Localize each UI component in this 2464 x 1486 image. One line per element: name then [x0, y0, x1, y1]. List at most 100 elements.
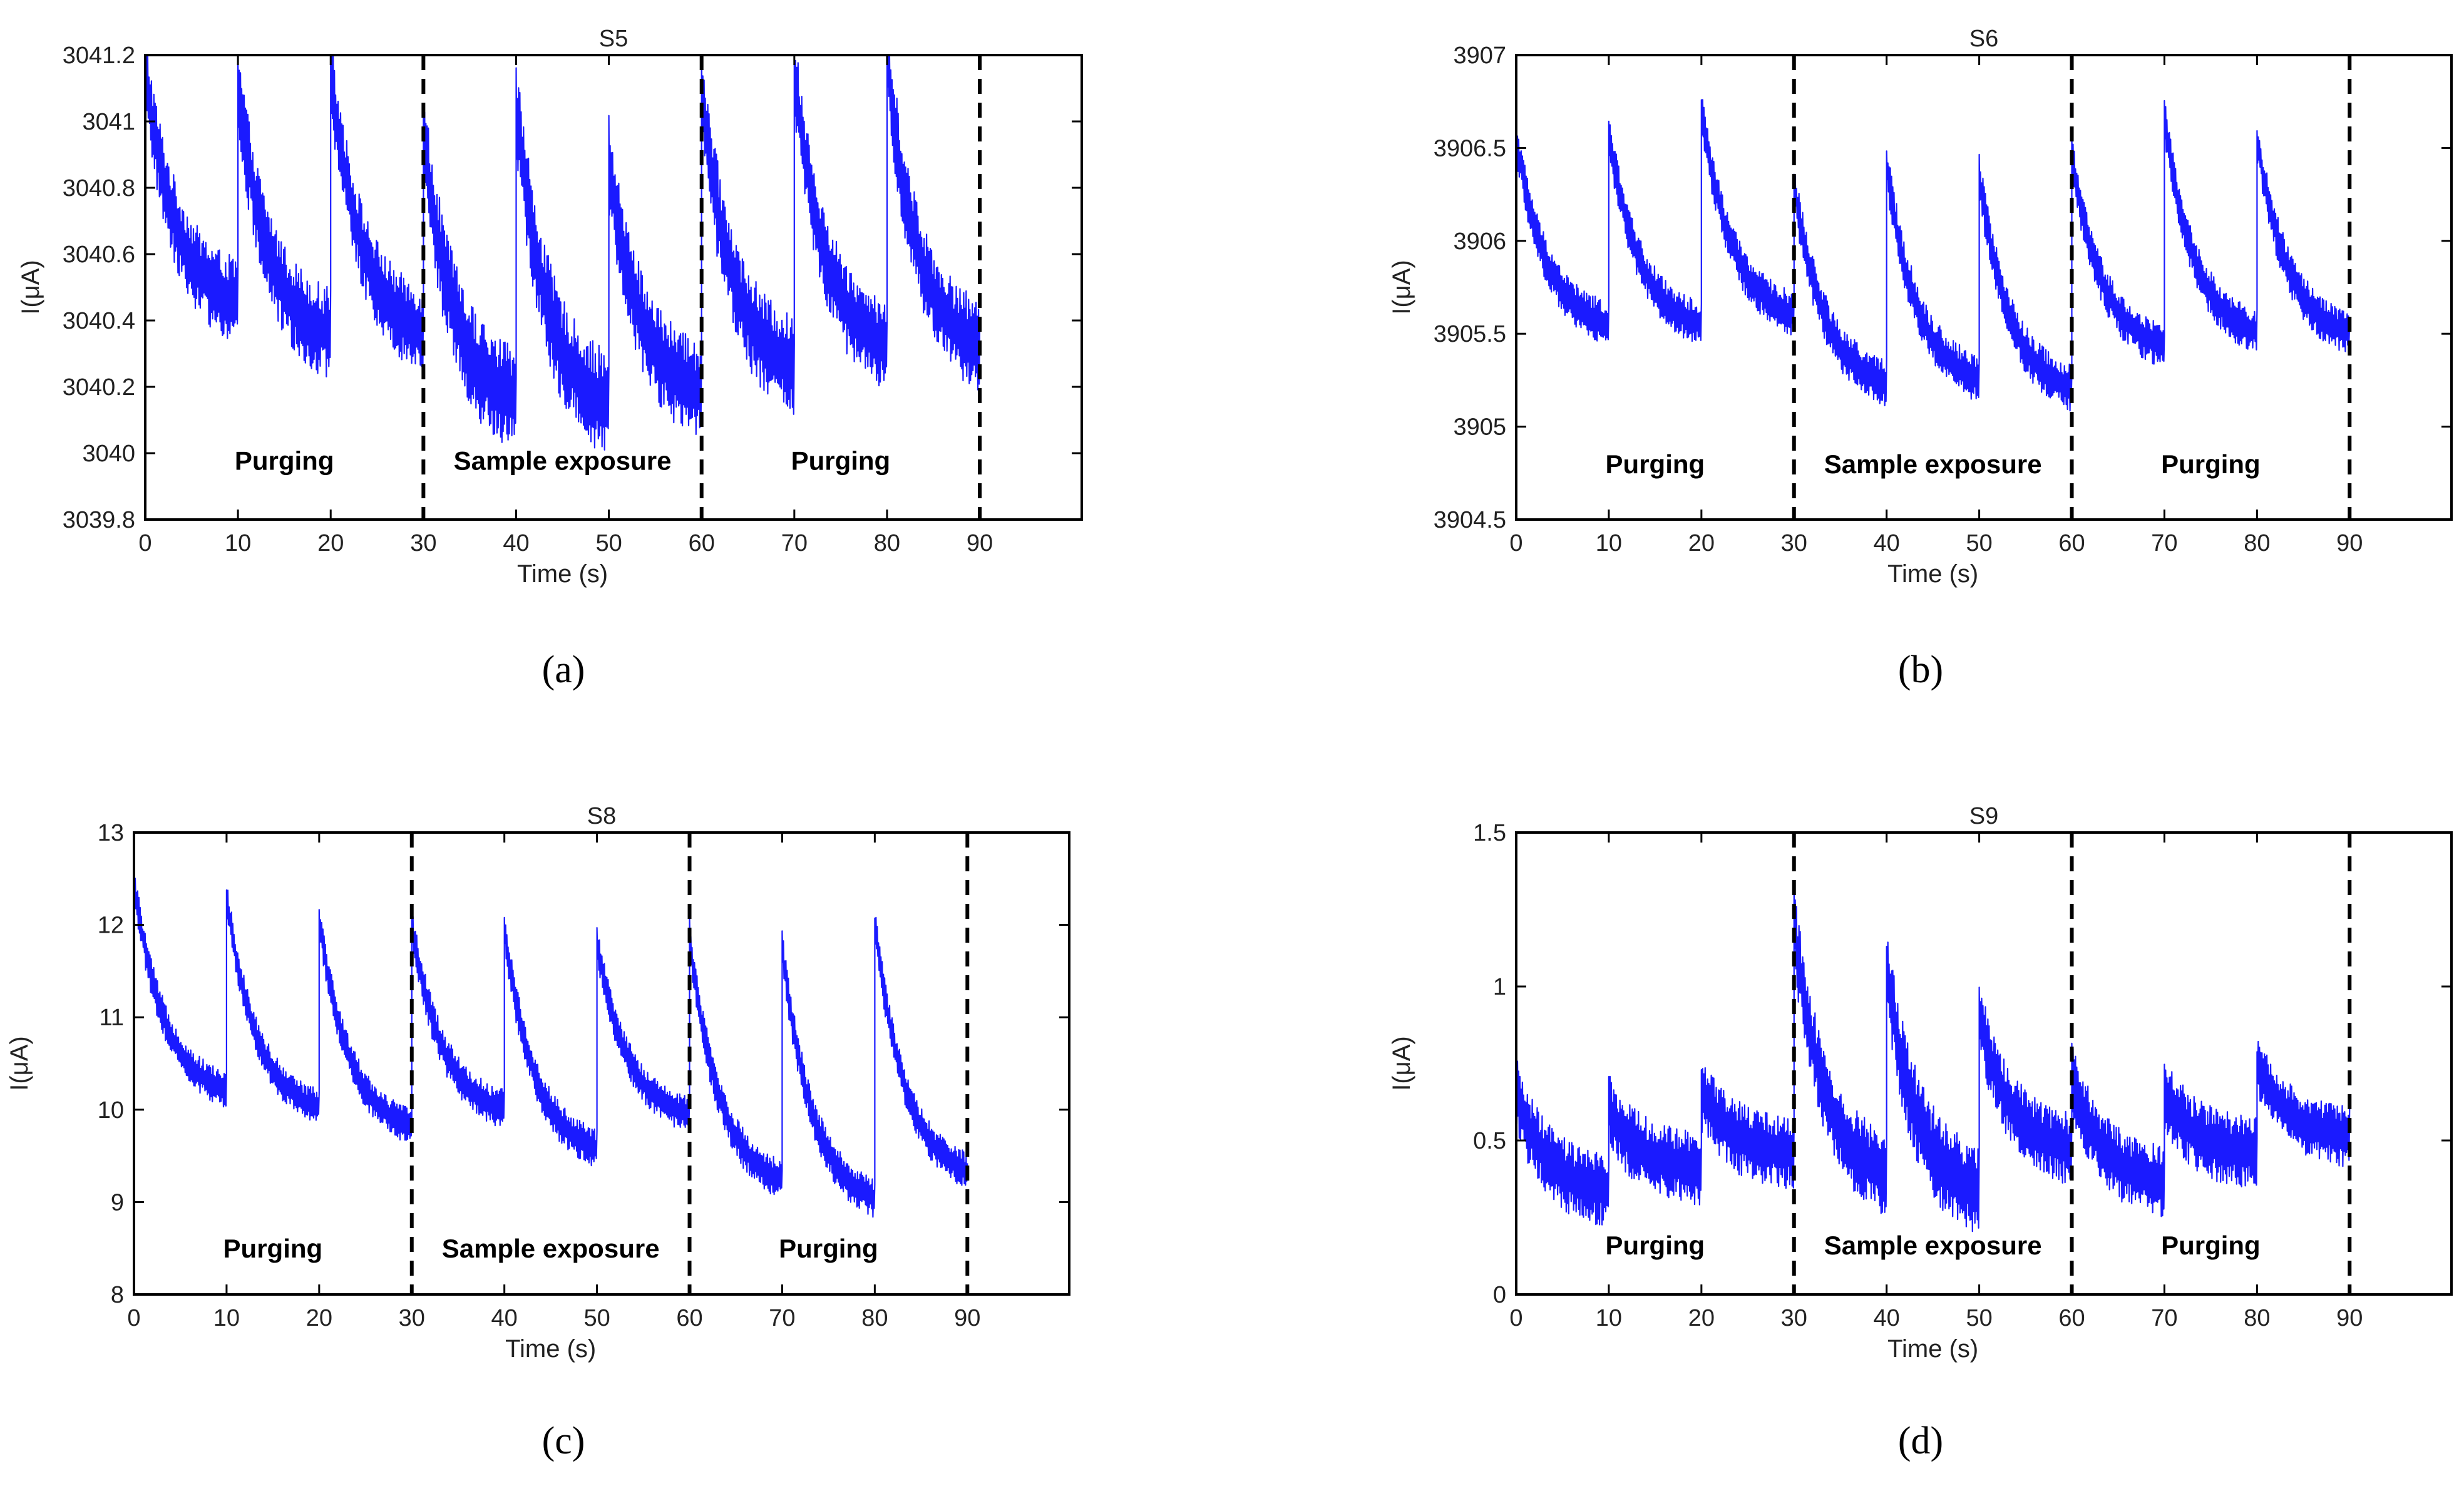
- region-label: Purging: [223, 1234, 323, 1263]
- x-tick-label: 70: [781, 530, 808, 556]
- x-tick-label: 60: [676, 1305, 702, 1331]
- y-tick-label: 13: [98, 820, 124, 846]
- x-tick-label: 80: [2244, 530, 2270, 556]
- y-tick-label: 1.5: [1473, 820, 1506, 846]
- region-label: Sample exposure: [442, 1234, 660, 1263]
- y-axis-label: I(μA): [1388, 260, 1415, 314]
- region-label: Purging: [1606, 449, 1705, 479]
- x-tick-label: 0: [127, 1305, 140, 1331]
- x-tick-label: 10: [1596, 1305, 1622, 1331]
- x-tick-label: 50: [583, 1305, 610, 1331]
- x-axis-label: Time (s): [1887, 1335, 1978, 1363]
- y-tick-label: 3041.2: [63, 43, 135, 69]
- panel-caption: (c): [542, 1420, 585, 1462]
- y-tick-label: 3906: [1453, 228, 1506, 255]
- panel-caption: (a): [542, 648, 585, 691]
- y-tick-label: 3040: [82, 441, 135, 467]
- y-tick-label: 3907: [1453, 43, 1506, 69]
- y-tick-label: 3039.8: [63, 507, 135, 533]
- region-label: Sample exposure: [1824, 1231, 2042, 1260]
- y-tick-label: 10: [98, 1097, 124, 1124]
- series-line: [1515, 884, 2351, 1232]
- x-tick-label: 50: [1966, 1305, 1992, 1331]
- axes-box: [1515, 831, 2453, 1296]
- x-tick-label: 40: [503, 530, 529, 556]
- region-label: Sample exposure: [1824, 449, 2042, 479]
- x-tick-label: 40: [491, 1305, 518, 1331]
- y-tick-label: 3906.5: [1434, 135, 1506, 161]
- region-label: Purging: [2161, 1231, 2261, 1260]
- y-axis-label: I(μA): [6, 1036, 33, 1090]
- x-tick-label: 50: [1966, 530, 1992, 556]
- x-tick-label: 30: [399, 1305, 425, 1331]
- x-tick-label: 20: [1688, 530, 1715, 556]
- y-tick-label: 1: [1493, 974, 1506, 1000]
- axes-box: [144, 54, 1083, 521]
- panel-c: S8 Purging Sample exposure Purging 8 9 10 11 12 1…: [6, 803, 1070, 1462]
- x-tick-label: 30: [1781, 530, 1807, 556]
- chart-title: S9: [1969, 803, 1998, 829]
- x-tick-label: 10: [1596, 530, 1622, 556]
- x-tick-label: 0: [1509, 1305, 1522, 1331]
- x-tick-label: 40: [1874, 1305, 1900, 1331]
- chart-title: S8: [587, 803, 616, 829]
- x-tick-label: 0: [138, 530, 151, 556]
- x-tick-label: 80: [874, 530, 900, 556]
- region-label: Purging: [235, 446, 334, 476]
- axes-box: [133, 831, 1070, 1296]
- x-tick-label: 70: [769, 1305, 795, 1331]
- x-tick-label: 60: [2058, 1305, 2085, 1331]
- series-line: [133, 867, 968, 1218]
- x-tick-label: 30: [410, 530, 436, 556]
- x-tick-label: 0: [1509, 530, 1522, 556]
- x-tick-label: 90: [2336, 1305, 2363, 1331]
- y-tick-label: 3041: [82, 109, 135, 135]
- y-axis-label: I(μA): [17, 260, 44, 314]
- x-tick-label: 10: [225, 530, 251, 556]
- y-tick-label: 11: [100, 1005, 124, 1031]
- y-tick-label: 9: [111, 1189, 124, 1216]
- panel-caption: (b): [1898, 648, 1943, 691]
- x-tick-label: 40: [1874, 530, 1900, 556]
- y-tick-label: 3040.4: [63, 308, 135, 334]
- x-tick-label: 50: [595, 530, 622, 556]
- region-label: Sample exposure: [454, 446, 672, 476]
- y-tick-label: 8: [111, 1282, 124, 1308]
- y-tick-label: 0: [1493, 1282, 1506, 1308]
- x-tick-label: 90: [954, 1305, 980, 1331]
- x-tick-label: 30: [1781, 1305, 1807, 1331]
- y-tick-label: 3904.5: [1434, 507, 1506, 533]
- x-tick-label: 20: [317, 530, 344, 556]
- y-tick-label: 3040.2: [63, 374, 135, 401]
- y-axis-label: I(μA): [1388, 1036, 1415, 1090]
- panel-caption: (d): [1898, 1420, 1943, 1462]
- x-tick-label: 90: [967, 530, 993, 556]
- x-tick-label: 20: [1688, 1305, 1715, 1331]
- region-label: Purging: [779, 1234, 878, 1263]
- panel-b: S6 Purging Sample exposure Purging 3904.5 390…: [1388, 26, 2453, 691]
- x-tick-label: 80: [861, 1305, 888, 1331]
- x-tick-label: 90: [2336, 530, 2363, 556]
- y-tick-label: 0.5: [1473, 1128, 1506, 1154]
- x-tick-label: 80: [2244, 1305, 2270, 1331]
- x-tick-label: 70: [2151, 1305, 2177, 1331]
- x-tick-label: 20: [306, 1305, 332, 1331]
- region-label: Purging: [2161, 449, 2261, 479]
- x-tick-label: 10: [213, 1305, 240, 1331]
- region-label: Purging: [1606, 1231, 1705, 1260]
- chart-title: S6: [1969, 26, 1998, 52]
- y-tick-label: 3905: [1453, 414, 1506, 441]
- y-tick-label: 3040.8: [63, 175, 135, 202]
- x-tick-label: 60: [689, 530, 715, 556]
- panel-d: S9 Purging Sample exposure Purging 0 0.5 1 1.5 0…: [1388, 803, 2453, 1462]
- x-axis-label: Time (s): [517, 560, 608, 588]
- chart-title: S5: [599, 26, 628, 52]
- x-tick-label: 60: [2058, 530, 2085, 556]
- region-label: Purging: [791, 446, 891, 476]
- x-axis-label: Time (s): [1887, 560, 1978, 588]
- x-axis-label: Time (s): [505, 1335, 596, 1363]
- y-tick-label: 3905.5: [1434, 321, 1506, 347]
- x-tick-label: 70: [2151, 530, 2177, 556]
